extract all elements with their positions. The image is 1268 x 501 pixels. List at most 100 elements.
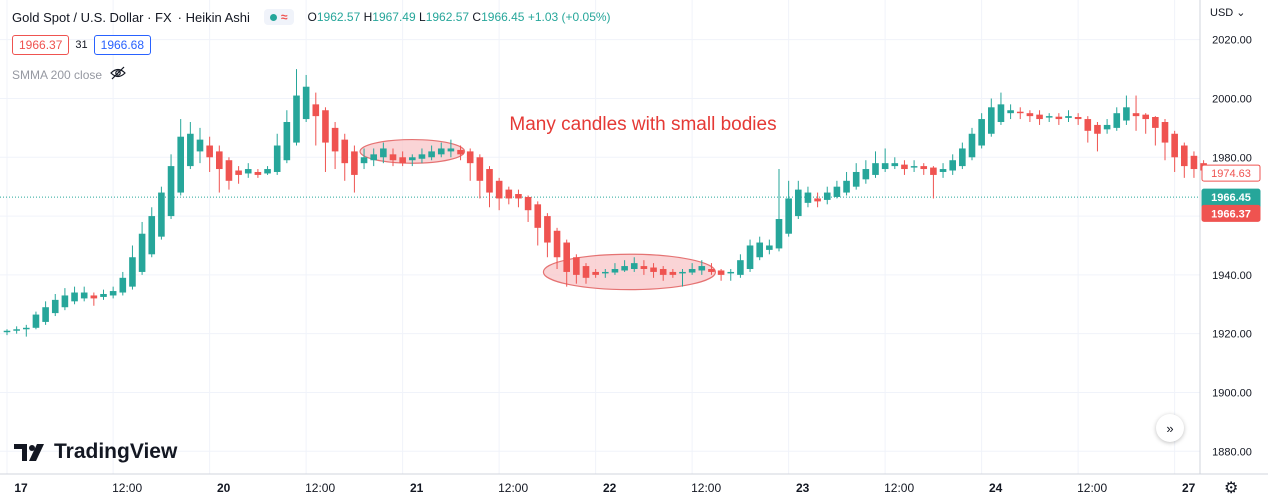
candle-body	[273, 145, 281, 172]
market-status-pill[interactable]: ≈	[263, 9, 294, 25]
time-tick-label: 12:00	[112, 481, 142, 495]
time-tick-label: 12:00	[498, 481, 528, 495]
candle-body	[476, 157, 484, 181]
candle-body	[679, 271, 686, 274]
time-axis[interactable]: 17 12:00 20 12:00 21 12:00 22 12:00 23 12:00 24 12:…	[14, 481, 1195, 495]
candle-body	[1190, 155, 1198, 170]
candle-body	[341, 139, 349, 164]
candle-body	[930, 167, 937, 175]
candle	[23, 324, 30, 337]
candle-body	[129, 257, 136, 287]
candle	[1181, 142, 1188, 178]
candle	[959, 142, 966, 170]
candle	[1016, 107, 1024, 120]
candle-body	[409, 157, 416, 161]
candle-body	[515, 194, 522, 199]
price-tick-label: 1900.00	[1212, 387, 1252, 399]
low-value: 1962.57	[425, 10, 470, 24]
tradingview-logo-icon	[14, 444, 44, 461]
candle-body	[785, 198, 792, 234]
high-value: 1967.49	[372, 10, 416, 24]
scroll-to-realtime-button[interactable]: »	[1156, 414, 1184, 442]
candle-body	[582, 266, 590, 278]
candle	[476, 154, 484, 199]
candle-body	[1045, 116, 1053, 118]
time-tick-label: 23	[796, 481, 810, 495]
candle-body	[360, 157, 368, 164]
tradingview-logo[interactable]: TradingView	[14, 440, 177, 464]
candle-body	[1152, 117, 1159, 128]
candle-body	[71, 292, 78, 302]
close-key: C	[472, 10, 482, 24]
candle-body	[978, 119, 985, 146]
brand-name: TradingView	[54, 440, 178, 463]
candle	[167, 154, 175, 220]
candle-body	[630, 263, 638, 269]
candle	[1190, 151, 1198, 178]
candle	[1036, 110, 1043, 125]
candle	[264, 166, 271, 175]
candle-body	[862, 169, 870, 180]
candle-body	[177, 136, 184, 193]
price-tick-label: 1880.00	[1212, 446, 1252, 458]
candle-body	[187, 133, 194, 167]
candle	[1161, 119, 1169, 161]
price-axis[interactable]: 2020.002000.001980.001960.001940.001920.…	[1212, 35, 1252, 459]
symbol-legend[interactable]: Gold Spot / U.S. Dollar · FX · Heikin As…	[12, 9, 611, 25]
study-legend[interactable]: SMMA 200 close	[12, 66, 126, 83]
gear-icon[interactable]: ⚙	[1224, 480, 1239, 497]
candle	[409, 154, 416, 167]
candle	[418, 148, 426, 164]
candle	[872, 151, 879, 178]
candle	[244, 163, 252, 178]
candle-body	[206, 145, 213, 158]
candle	[553, 227, 561, 269]
candle	[505, 186, 513, 205]
candle-body	[1113, 113, 1121, 128]
candle	[331, 122, 339, 170]
change-value: +1.03 (+0.05%)	[527, 10, 611, 24]
buy-price-button[interactable]: 1966.68	[93, 35, 152, 55]
candle-body	[380, 148, 387, 158]
candle-body	[80, 292, 88, 299]
low-key: L	[419, 10, 426, 24]
candle-body	[659, 269, 667, 275]
candle-body	[1123, 107, 1130, 121]
candle	[901, 160, 908, 175]
price-marker-box	[1201, 164, 1261, 182]
candle-body	[997, 104, 1005, 122]
candle	[988, 98, 995, 137]
price-marker-label: 1966.37	[1211, 208, 1251, 220]
time-tick-label: 12:00	[305, 481, 335, 495]
candle	[495, 177, 503, 211]
candle	[978, 113, 985, 149]
currency-selector[interactable]: USD ⌄	[1210, 6, 1246, 19]
candle	[737, 254, 744, 278]
candle-body	[119, 277, 127, 293]
sell-price-button[interactable]: 1966.37	[12, 35, 70, 55]
symbol-title[interactable]: Gold Spot / U.S. Dollar · FX	[12, 9, 172, 25]
candle	[823, 186, 831, 205]
eye-hidden-icon[interactable]	[110, 66, 126, 83]
candle-body	[611, 269, 619, 273]
candle	[930, 166, 937, 199]
candle-body	[852, 171, 860, 187]
candle	[177, 119, 184, 196]
candle	[1171, 130, 1178, 172]
candle	[804, 186, 812, 208]
candle-body	[1132, 113, 1140, 117]
time-tick-label: 12:00	[884, 481, 914, 495]
candle	[399, 151, 406, 167]
candle-body	[216, 151, 223, 170]
candle	[621, 260, 628, 272]
candle	[640, 260, 648, 275]
price-tick-label: 1920.00	[1212, 329, 1252, 341]
candle	[360, 148, 368, 170]
candle	[1084, 116, 1092, 143]
candle-body	[881, 163, 889, 170]
candle	[312, 92, 320, 146]
candle-body	[235, 170, 242, 175]
candle-body	[602, 271, 609, 274]
price-tick-label: 2000.00	[1212, 93, 1252, 105]
